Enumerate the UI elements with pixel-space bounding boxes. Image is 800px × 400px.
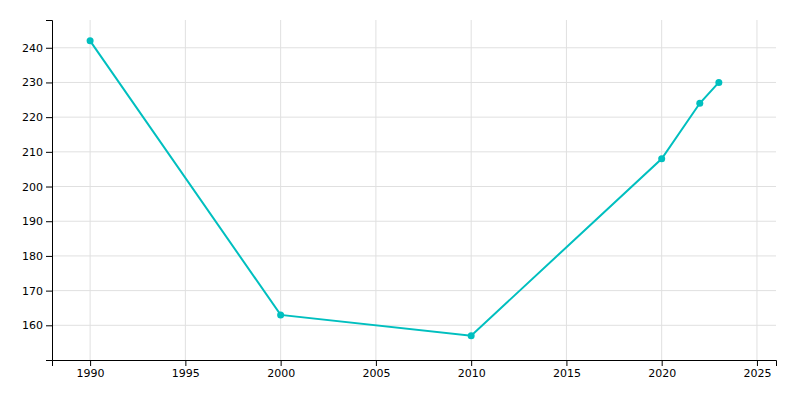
y-tick: 220	[22, 111, 52, 124]
y-tick-label: 190	[22, 215, 43, 228]
y-tick: 200	[22, 181, 52, 194]
line	[90, 41, 719, 336]
y-tick-label: 240	[22, 42, 43, 55]
y-grid-line	[52, 117, 776, 118]
y-tick-label: 180	[22, 250, 43, 263]
y-tick-label: 230	[22, 76, 43, 89]
series	[87, 37, 723, 339]
x-grid-line	[185, 20, 186, 360]
x-tick-mark	[471, 360, 472, 366]
x-tick-mark	[662, 360, 663, 366]
y-axis-line	[46, 21, 53, 361]
x-tick: 2005	[362, 360, 390, 380]
x-grid-line	[280, 20, 281, 360]
point	[468, 332, 475, 339]
y-tick: 160	[22, 319, 52, 332]
y-tick-mark	[46, 187, 52, 188]
y-tick-label: 160	[22, 319, 43, 332]
y-tick: 190	[22, 215, 52, 228]
y-grid-line	[52, 82, 776, 83]
x-tick: 1995	[172, 360, 200, 380]
y-tick-mark	[46, 291, 52, 292]
chart-container: 1990 1995 2000 2005 2010 2015 2020 2025 160 170 18…	[0, 0, 800, 400]
point	[696, 100, 703, 107]
y-tick: 170	[22, 285, 52, 298]
x-grid-line	[756, 20, 757, 360]
plot-area: 1990 1995 2000 2005 2010 2015 2020 2025 160 170 18…	[22, 20, 777, 380]
y-tick-label: 200	[22, 181, 43, 194]
y-tick: 240	[22, 42, 52, 55]
x-tick-label: 2015	[553, 367, 581, 380]
y-tick: 180	[22, 250, 52, 263]
y-tick-mark	[46, 256, 52, 257]
x-tick-label: 1990	[77, 367, 105, 380]
y-grid-line	[52, 47, 776, 48]
x-tick: 2025	[743, 360, 771, 380]
y-grid-line	[52, 290, 776, 291]
y-tick-mark	[46, 82, 52, 83]
x-axis: 1990 1995 2000 2005 2010 2015 2020 2025	[53, 360, 777, 380]
y-tick-mark	[46, 152, 52, 153]
y-tick-mark	[46, 221, 52, 222]
y-grid-line	[52, 221, 776, 222]
x-tick: 2015	[553, 360, 581, 380]
x-tick-label: 2025	[743, 367, 771, 380]
x-tick: 2020	[648, 360, 676, 380]
x-tick: 2000	[267, 360, 295, 380]
y-tick-mark	[46, 325, 52, 326]
y-tick-mark	[46, 48, 52, 49]
point	[87, 37, 94, 44]
x-grid-line	[566, 20, 567, 360]
x-tick: 1990	[77, 360, 105, 380]
point	[715, 79, 722, 86]
y-tick-label: 170	[22, 285, 43, 298]
x-tick-mark	[566, 360, 567, 366]
y-tick-mark	[46, 117, 52, 118]
grid	[52, 20, 776, 360]
x-tick-label: 2010	[458, 367, 486, 380]
y-grid-line	[52, 325, 776, 326]
y-tick-label: 210	[22, 146, 43, 159]
x-tick-label: 2020	[648, 367, 676, 380]
x-tick-label: 2000	[267, 367, 295, 380]
chart-svg: 1990 1995 2000 2005 2010 2015 2020 2025 160 170 18…	[0, 0, 800, 400]
x-tick-mark	[90, 360, 91, 366]
y-tick: 210	[22, 146, 52, 159]
x-grid-line	[375, 20, 376, 360]
y-tick-label: 220	[22, 111, 43, 124]
x-tick: 2010	[458, 360, 486, 380]
x-grid-line	[471, 20, 472, 360]
x-tick-mark	[185, 360, 186, 366]
x-tick-mark	[376, 360, 377, 366]
x-tick-mark	[757, 360, 758, 366]
x-axis-line	[53, 361, 777, 367]
x-tick-mark	[281, 360, 282, 366]
y-axis: 160 170 180 190 200 210 220 230 240	[22, 21, 53, 361]
x-tick-label: 2005	[362, 367, 390, 380]
x-tick-label: 1995	[172, 367, 200, 380]
y-grid-line	[52, 255, 776, 256]
x-grid-line	[90, 20, 91, 360]
y-grid-line	[52, 186, 776, 187]
point	[658, 155, 665, 162]
y-tick: 230	[22, 76, 52, 89]
point	[277, 311, 284, 318]
x-grid-line	[661, 20, 662, 360]
